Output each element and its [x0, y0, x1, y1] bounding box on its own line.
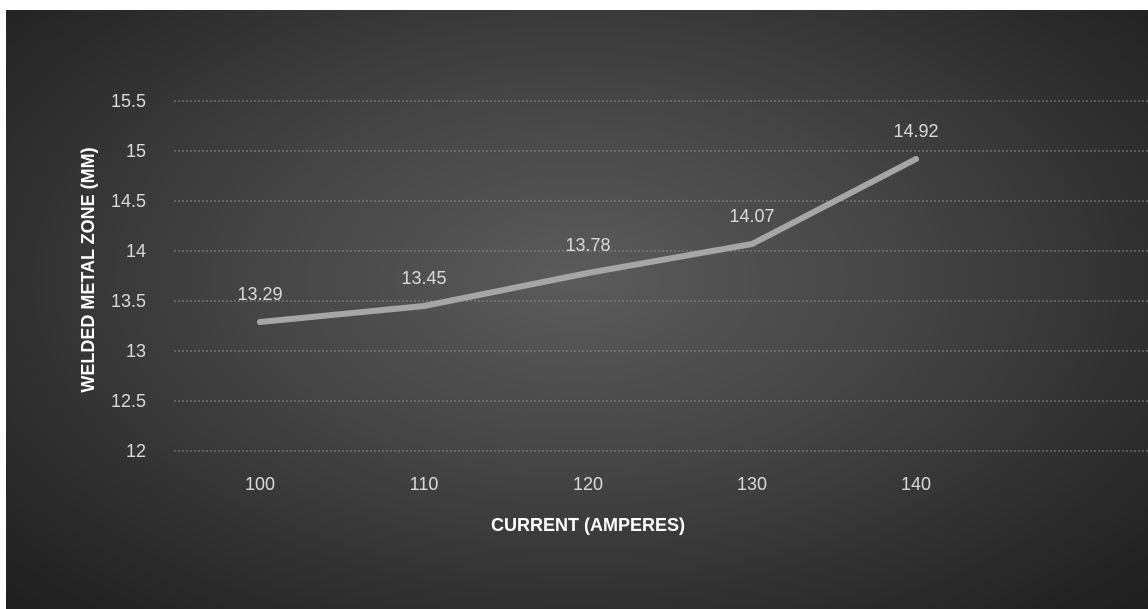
x-tick-label: 120: [573, 474, 603, 494]
chart-area: 12 12.5 13 13.5 14 14.5 15 15.5 100 110 120 130 140…: [6, 10, 1148, 609]
x-axis-ticks: 100 110 120 130 140: [245, 474, 931, 494]
data-point: [421, 303, 427, 309]
data-point: [913, 156, 919, 162]
data-point: [257, 319, 263, 325]
data-point: [749, 241, 755, 247]
y-tick-label: 13: [126, 341, 146, 361]
data-label: 13.29: [237, 284, 282, 304]
series-current-vs-wmz: [257, 156, 919, 325]
x-tick-label: 140: [901, 474, 931, 494]
data-labels: 13.29 13.45 13.78 14.07 14.92: [237, 121, 938, 304]
x-tick-label: 130: [737, 474, 767, 494]
data-label: 13.78: [565, 235, 610, 255]
y-tick-label: 12: [126, 441, 146, 461]
data-label: 14.92: [893, 121, 938, 141]
x-tick-label: 110: [410, 474, 439, 494]
gridlines: [174, 100, 1148, 452]
y-tick-label: 15.5: [111, 91, 146, 111]
line-chart: 12 12.5 13 13.5 14 14.5 15 15.5 100 110 120 130 140…: [78, 91, 1148, 535]
y-tick-label: 14.5: [111, 191, 146, 211]
x-tick-label: 100: [245, 474, 275, 494]
y-tick-label: 13.5: [111, 291, 146, 311]
data-label: 14.07: [729, 206, 774, 226]
y-tick-label: 15: [126, 141, 146, 161]
x-axis-title: CURRENT (AMPERES): [491, 515, 685, 535]
data-label: 13.45: [401, 268, 446, 288]
y-axis-title: WELDED METAL ZONE (MM): [78, 147, 98, 392]
y-tick-label: 14: [126, 241, 146, 261]
data-point: [585, 270, 591, 276]
y-axis-ticks: 12 12.5 13 13.5 14 14.5 15 15.5: [111, 91, 146, 461]
y-tick-label: 12.5: [111, 391, 146, 411]
